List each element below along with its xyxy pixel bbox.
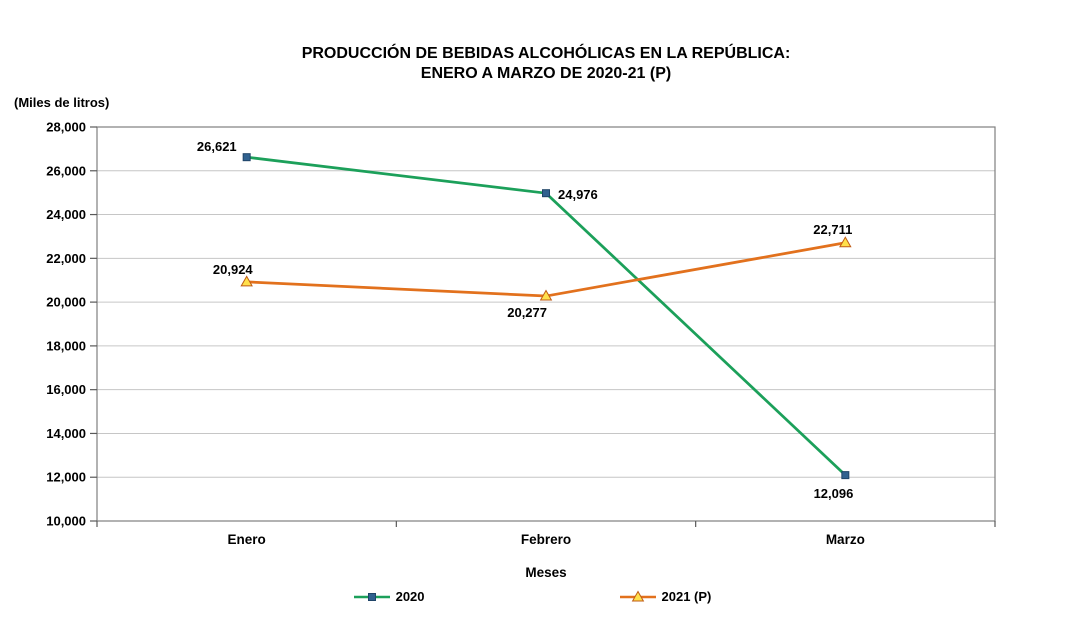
- data-point-marker: [240, 275, 253, 287]
- y-tick-label: 12,000: [46, 470, 86, 485]
- data-label: 20,924: [213, 262, 254, 277]
- legend-triangle-marker-icon: [619, 589, 656, 601]
- series-line-1: [245, 241, 847, 298]
- legend-square-marker-icon: [353, 592, 390, 601]
- x-axis-title: Meses: [525, 565, 567, 580]
- data-label: 12,096: [814, 486, 854, 501]
- legend-item-0: 2020: [353, 589, 425, 604]
- legend-item-1: 2021 (P): [619, 589, 712, 604]
- y-tick-label: 18,000: [46, 338, 86, 353]
- y-tick-label: 24,000: [46, 207, 86, 222]
- y-axis-unit-label: (Miles de litros): [14, 95, 110, 110]
- chart-title-line2: ENERO A MARZO DE 2020-21 (P): [420, 65, 672, 82]
- y-tick-label: 26,000: [46, 163, 86, 178]
- y-tick-label: 22,000: [46, 251, 86, 266]
- data-point-marker: [242, 153, 251, 162]
- legend: 2020 2021 (P): [0, 589, 1065, 604]
- y-tick-label: 20,000: [46, 295, 86, 310]
- data-label: 20,277: [507, 305, 547, 320]
- data-label: 26,621: [197, 139, 237, 154]
- legend-label: 2021 (P): [661, 589, 712, 604]
- data-point-marker: [542, 189, 550, 198]
- data-label: 22,711: [813, 222, 852, 237]
- y-tick-label: 14,000: [46, 426, 86, 441]
- data-point-marker: [841, 471, 850, 480]
- x-category-label: Enero: [228, 532, 266, 547]
- data-label: 24,976: [558, 187, 598, 202]
- y-tick-label: 16,000: [46, 382, 86, 397]
- data-point-marker: [539, 289, 553, 301]
- data-point-marker: [839, 236, 852, 248]
- x-category-label: Febrero: [521, 532, 571, 547]
- x-category-label: Marzo: [826, 532, 865, 547]
- chart-title-line1: PRODUCCIÓN DE BEBIDAS ALCOHÓLICAS EN LA …: [301, 45, 791, 62]
- chart-title: PRODUCCIÓN DE BEBIDAS ALCOHÓLICAS EN LA …: [97, 44, 995, 84]
- plot-area-border: [96, 126, 996, 522]
- y-tick-label: 10,000: [46, 514, 86, 529]
- legend-label: 2020: [395, 589, 425, 604]
- y-tick-label: 28,000: [46, 120, 86, 135]
